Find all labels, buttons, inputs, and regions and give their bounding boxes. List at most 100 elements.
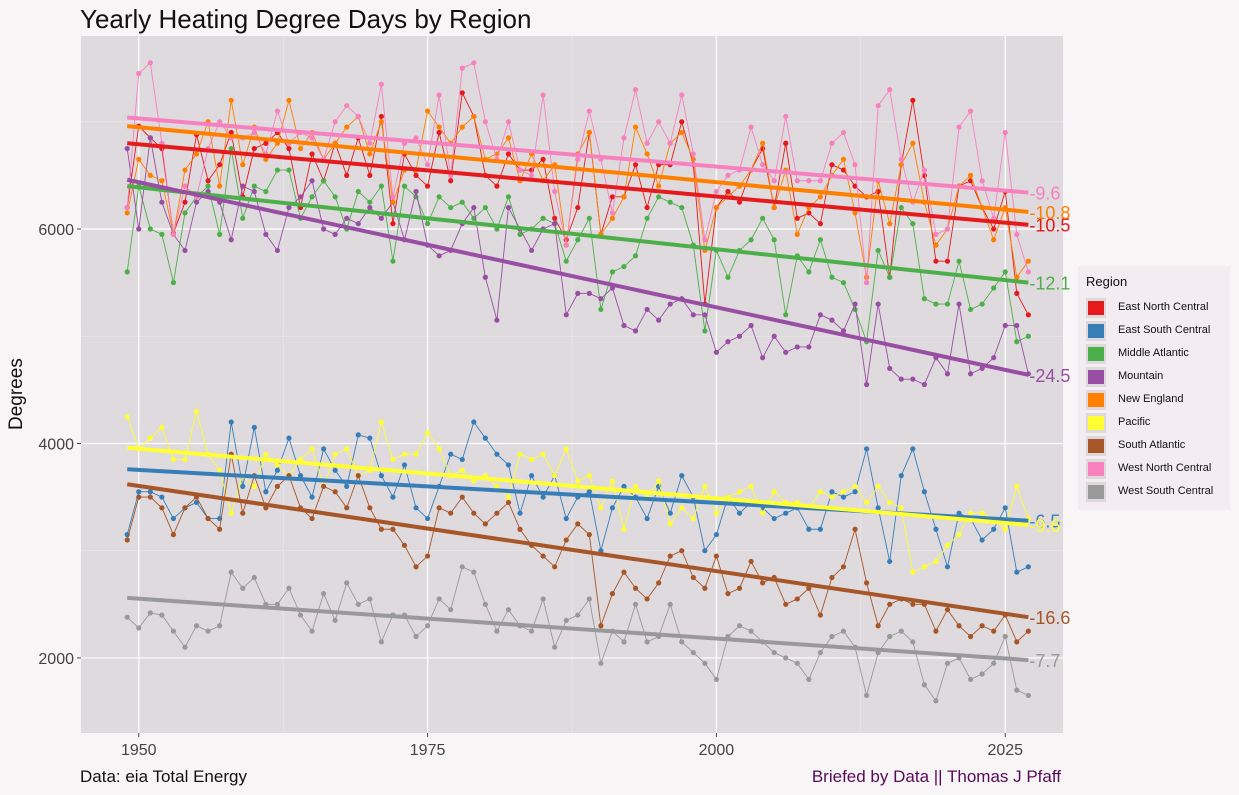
data-point: [656, 317, 662, 323]
data-point: [690, 312, 696, 318]
data-point: [921, 489, 927, 495]
data-point: [656, 194, 662, 200]
data-point: [910, 97, 916, 103]
data-point: [933, 231, 939, 237]
data-point: [471, 478, 477, 484]
data-point: [679, 204, 685, 211]
data-point: [494, 483, 500, 489]
data-point: [713, 676, 720, 682]
trend-line: [127, 141, 1029, 227]
data-point: [344, 580, 350, 586]
data-point: [910, 221, 916, 227]
data-point: [147, 435, 153, 441]
data-point: [540, 215, 546, 221]
data-point: [794, 660, 800, 666]
data-point: [159, 612, 165, 618]
data-point: [840, 494, 847, 500]
data-point: [240, 510, 246, 516]
data-point: [517, 510, 523, 516]
data-point: [263, 140, 269, 146]
data-point: [829, 274, 835, 280]
data-point: [413, 172, 419, 178]
data-point: [274, 247, 280, 254]
legend-item: Mountain: [1086, 367, 1230, 387]
data-point: [297, 612, 304, 618]
data-point: [1025, 333, 1031, 339]
data-point: [136, 156, 142, 162]
data-point: [390, 456, 396, 463]
data-point: [609, 215, 616, 221]
data-point: [771, 178, 777, 184]
data-point: [575, 156, 581, 162]
data-point: [702, 660, 708, 666]
data-point: [378, 119, 384, 125]
data-point: [967, 676, 974, 682]
data-point: [921, 167, 927, 173]
data-point: [124, 269, 130, 275]
data-point: [217, 526, 223, 532]
data-point: [887, 633, 893, 640]
x-tick-label: 1950: [121, 742, 157, 759]
data-point: [147, 172, 153, 178]
data-point: [667, 553, 673, 559]
data-point: [887, 365, 893, 372]
data-point: [309, 494, 315, 500]
legend-item: West South Central: [1086, 482, 1230, 502]
data-point: [228, 510, 234, 516]
data-point: [991, 628, 997, 634]
data-point: [286, 167, 292, 173]
data-point: [424, 515, 431, 522]
data-point: [575, 521, 581, 527]
legend-key: [1086, 459, 1106, 479]
data-point: [967, 371, 974, 377]
data-point: [586, 290, 592, 296]
data-point: [667, 140, 673, 146]
data-point: [690, 574, 696, 581]
data-point: [864, 280, 870, 286]
data-point: [1014, 290, 1020, 296]
legend-label: South Atlantic: [1118, 439, 1186, 451]
data-point: [1025, 628, 1031, 634]
data-point: [644, 515, 650, 522]
data-point: [528, 172, 535, 178]
data-point: [1014, 687, 1020, 693]
data-point: [656, 119, 662, 125]
data-point: [933, 258, 939, 264]
trend-label: -24.5: [1029, 366, 1070, 386]
data-point: [159, 424, 165, 430]
data-point: [321, 178, 327, 184]
data-point: [309, 135, 315, 141]
data-point: [378, 419, 384, 425]
legend-swatch: [1088, 347, 1104, 361]
data-point: [424, 430, 431, 436]
data-point: [621, 135, 627, 141]
data-point: [540, 494, 546, 500]
data-point: [829, 140, 835, 146]
data-point: [159, 199, 165, 205]
data-point: [182, 183, 188, 189]
data-point: [240, 162, 246, 168]
data-point: [852, 301, 858, 307]
data-point: [1014, 483, 1020, 489]
data-point: [921, 682, 927, 688]
data-point: [344, 215, 350, 221]
data-point: [424, 108, 431, 114]
data-point: [563, 242, 569, 248]
legend-key: [1086, 436, 1106, 456]
legend-key: [1086, 321, 1106, 341]
data-point: [956, 532, 962, 538]
data-point: [494, 510, 500, 516]
legend-item: East North Central: [1086, 298, 1230, 318]
data-point: [609, 478, 616, 484]
data-point: [205, 515, 211, 522]
data-point: [864, 692, 870, 699]
data-point: [713, 204, 720, 211]
data-point: [482, 601, 488, 607]
data-point: [910, 376, 916, 382]
data-point: [887, 499, 893, 506]
data-point: [898, 376, 904, 382]
data-point: [840, 489, 847, 495]
data-point: [598, 306, 604, 313]
data-point: [424, 162, 431, 168]
data-point: [193, 499, 200, 506]
